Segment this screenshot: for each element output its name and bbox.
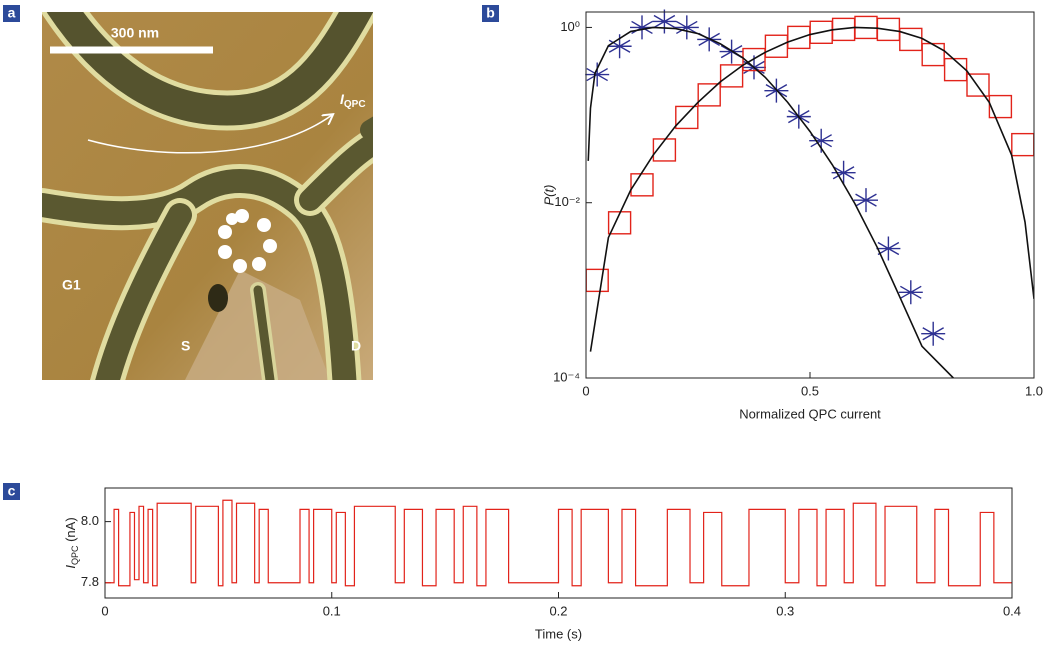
- panel-labels: a b c: [3, 5, 499, 500]
- x-tick-label: 0.1: [323, 603, 341, 618]
- data-line: [105, 499, 1012, 587]
- dot-ring: [218, 209, 277, 273]
- square-marker: [585, 268, 609, 293]
- current-label-main: I: [340, 91, 345, 107]
- y-tick-label: 8.0: [81, 513, 99, 528]
- square-marker: [988, 94, 1013, 119]
- plot-frame: [104, 487, 1013, 599]
- y-axis-label: IQPC (nA): [63, 517, 80, 568]
- square-marker: [1011, 132, 1035, 157]
- square-marker: [787, 25, 811, 50]
- y-tick-label: 7.8: [81, 574, 99, 589]
- panel-label: b: [486, 5, 495, 21]
- contact-label: D: [351, 338, 361, 354]
- panel-label: a: [8, 5, 16, 21]
- star-marker: [652, 9, 677, 34]
- panel-label-box: [482, 5, 499, 22]
- star-marker: [898, 280, 923, 305]
- x-tick-label: 1.0: [1025, 383, 1043, 398]
- square-marker: [607, 211, 632, 235]
- square-marker: [652, 138, 677, 162]
- data-line: [589, 26, 1034, 352]
- x-tick-label: 0: [582, 383, 589, 398]
- panel-label-box: [3, 5, 20, 22]
- y-tick-label: 10⁰: [560, 19, 580, 34]
- star-marker: [921, 321, 946, 346]
- current-label-sub: QPC: [344, 99, 366, 110]
- square-marker: [675, 105, 699, 130]
- y-tick-label: 10⁻²: [554, 194, 580, 209]
- star-marker: [585, 62, 610, 87]
- square-marker: [719, 64, 744, 88]
- square-marker: [697, 83, 721, 107]
- x-axis-label: Normalized QPC current: [739, 406, 881, 421]
- star-marker: [630, 15, 654, 40]
- square-marker: [764, 34, 789, 58]
- x-tick-label: 0: [101, 603, 108, 618]
- x-tick-label: 0.5: [801, 383, 819, 398]
- square-marker: [943, 57, 968, 82]
- y-tick-label: 10⁻⁴: [553, 369, 580, 384]
- y-axis-label-main: I: [63, 565, 78, 569]
- star-marker: [854, 188, 878, 213]
- x-axis-label: Time (s): [535, 626, 582, 641]
- square-marker: [742, 47, 766, 72]
- square-marker: [966, 73, 990, 97]
- y-axis-label-sub: QPC: [70, 545, 80, 565]
- square-marker: [899, 27, 923, 52]
- plot-frame: [585, 11, 1035, 379]
- gate-label: G2: [410, 212, 429, 228]
- dot-shadow: [208, 284, 228, 312]
- data-line: [587, 26, 954, 378]
- gates: [42, 12, 373, 380]
- x-tick-label: 0.3: [776, 603, 794, 618]
- contact-label: S: [181, 338, 190, 354]
- current-label: IQPC: [340, 91, 366, 110]
- x-tick-label: 0.4: [1003, 603, 1021, 618]
- afm-image: [42, 12, 373, 380]
- star-marker: [876, 236, 901, 261]
- panel-label-box: [3, 483, 20, 500]
- star-marker: [607, 34, 632, 59]
- scale-bar-label: 300 nm: [111, 25, 159, 41]
- current-arrow: [87, 115, 332, 154]
- star-marker: [809, 128, 834, 153]
- x-tick-label: 0.2: [549, 603, 567, 618]
- panel-label: c: [8, 483, 16, 499]
- y-axis-label: P(t): [541, 185, 556, 206]
- square-marker: [921, 42, 945, 67]
- y-axis-label-rest: (nA): [63, 517, 78, 545]
- gate-label: G1: [62, 277, 81, 293]
- star-marker: [674, 15, 699, 40]
- star-marker: [831, 160, 856, 185]
